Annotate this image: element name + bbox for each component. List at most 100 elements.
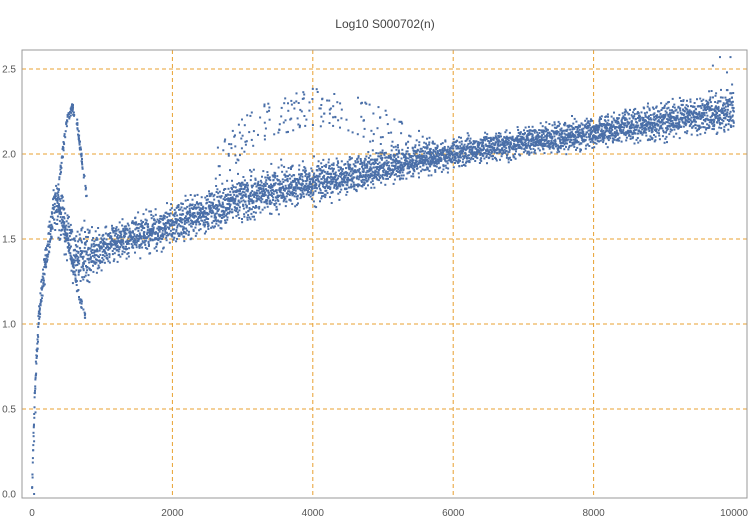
data-point: [568, 125, 570, 128]
data-point: [437, 161, 440, 164]
data-point: [641, 133, 644, 136]
data-point: [36, 342, 39, 345]
data-point: [583, 135, 586, 138]
data-point: [124, 233, 127, 235]
data-point: [590, 118, 592, 121]
data-point: [211, 221, 214, 224]
data-point: [170, 203, 173, 206]
data-point: [614, 135, 617, 137]
data-point: [270, 183, 272, 186]
data-point: [82, 255, 85, 258]
data-point: [686, 114, 689, 117]
data-point: [169, 229, 172, 232]
data-point: [359, 171, 361, 174]
data-point: [139, 223, 142, 226]
data-point: [207, 222, 210, 225]
data-point: [350, 174, 353, 177]
data-point: [469, 148, 472, 151]
data-point: [291, 202, 294, 205]
data-point: [248, 200, 251, 203]
data-point: [607, 139, 610, 142]
data-point: [120, 230, 123, 233]
data-point: [508, 150, 511, 153]
data-point: [224, 188, 227, 190]
data-point: [631, 126, 633, 129]
x-tick-label: 6000: [442, 508, 465, 519]
data-point: [585, 117, 588, 120]
data-point: [705, 127, 708, 130]
data-point: [282, 181, 285, 183]
data-point: [45, 265, 48, 268]
data-point: [280, 164, 283, 167]
data-point: [383, 161, 386, 164]
data-point: [38, 307, 41, 310]
data-point: [393, 178, 396, 181]
data-point: [56, 205, 59, 207]
data-point: [517, 141, 519, 144]
data-point: [598, 126, 601, 129]
data-point: [617, 132, 620, 135]
data-point: [704, 120, 707, 123]
data-point: [404, 156, 407, 158]
data-point: [708, 125, 711, 128]
data-point: [569, 132, 572, 135]
data-point: [154, 208, 157, 211]
data-point: [432, 154, 435, 157]
data-point: [544, 130, 547, 133]
data-point: [488, 142, 491, 145]
data-point: [582, 131, 585, 134]
data-point: [471, 147, 474, 150]
data-point: [346, 191, 349, 193]
data-point: [123, 251, 126, 254]
data-point: [234, 197, 237, 200]
data-point: [492, 149, 495, 152]
data-point: [563, 129, 566, 132]
data-point: [665, 129, 668, 132]
data-point: [315, 206, 318, 209]
data-point: [623, 116, 626, 119]
data-point: [728, 120, 730, 123]
data-point: [163, 217, 166, 220]
data-point: [465, 155, 468, 158]
data-point: [446, 153, 448, 156]
data-point: [200, 215, 203, 218]
data-point: [700, 100, 703, 103]
data-point: [599, 116, 602, 119]
data-point: [465, 148, 468, 151]
data-point: [292, 186, 295, 189]
data-point: [499, 151, 502, 154]
data-point: [117, 246, 120, 249]
data-point: [310, 183, 313, 185]
data-point: [312, 174, 315, 177]
data-point: [692, 105, 695, 108]
data-point: [334, 174, 337, 177]
data-point: [616, 126, 619, 129]
data-point: [107, 234, 110, 237]
data-point: [520, 147, 523, 150]
data-point: [412, 159, 415, 162]
data-point: [331, 178, 334, 181]
data-point: [339, 185, 342, 188]
data-point: [526, 137, 529, 140]
data-point: [96, 255, 99, 258]
data-point: [87, 257, 90, 260]
data-point: [689, 100, 692, 103]
data-point: [610, 115, 613, 118]
data-point: [468, 139, 471, 142]
data-point: [165, 239, 168, 242]
data-point: [127, 241, 130, 244]
data-point: [444, 157, 447, 160]
data-point: [336, 160, 339, 163]
data-point: [262, 185, 265, 188]
data-point: [379, 151, 382, 154]
data-point: [32, 449, 35, 452]
data-point: [277, 166, 280, 169]
data-point: [671, 109, 673, 112]
data-point: [137, 223, 140, 225]
data-point: [230, 196, 232, 199]
data-point: [471, 154, 474, 157]
data-point: [268, 193, 271, 196]
data-point: [413, 150, 416, 153]
data-point: [721, 118, 724, 121]
data-point: [372, 183, 375, 186]
